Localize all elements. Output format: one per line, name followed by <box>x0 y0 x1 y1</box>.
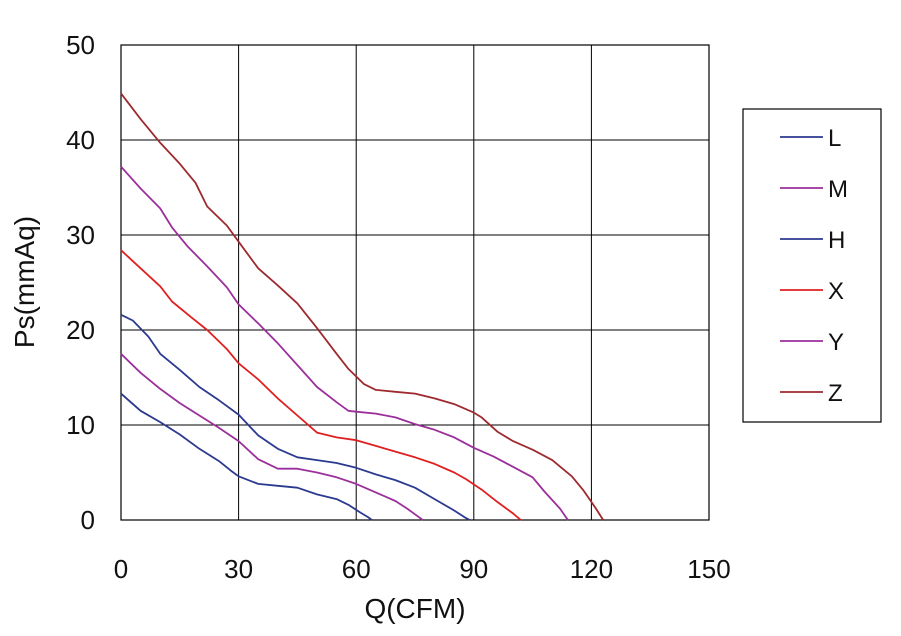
y-tick-label: 0 <box>81 505 95 535</box>
y-axis-title: Ps(mmAq) <box>9 216 40 348</box>
legend-label-M: M <box>828 176 848 203</box>
x-axis-title: Q(CFM) <box>364 593 465 624</box>
legend-label-H: H <box>828 227 845 254</box>
x-tick-labels: 0 30 60 90 120 150 <box>114 554 731 584</box>
y-tick-label: 30 <box>66 220 95 250</box>
y-tick-labels: 0 10 20 30 40 50 <box>66 30 95 535</box>
x-tick-label: 150 <box>687 554 730 584</box>
legend-box <box>742 108 882 423</box>
x-tick-label: 0 <box>114 554 128 584</box>
series-line-Y <box>120 165 569 521</box>
legend-label-Y: Y <box>828 329 844 356</box>
y-tick-label: 10 <box>66 410 95 440</box>
series-lines <box>120 92 604 521</box>
series-line-Z <box>120 92 604 521</box>
plot-area <box>120 44 710 521</box>
series-line-L <box>120 392 373 521</box>
series-line-X <box>120 249 522 521</box>
x-tick-label: 30 <box>224 554 253 584</box>
x-tick-label: 90 <box>459 554 488 584</box>
y-tick-label: 50 <box>66 30 95 60</box>
y-tick-label: 40 <box>66 125 95 155</box>
legend-label-L: L <box>828 125 841 152</box>
y-tick-label: 20 <box>66 315 95 345</box>
series-line-M <box>120 353 424 521</box>
legend-label-Z: Z <box>828 380 843 407</box>
legend-label-X: X <box>828 278 844 305</box>
x-tick-label: 120 <box>570 554 613 584</box>
x-tick-label: 60 <box>342 554 371 584</box>
series-line-H <box>120 313 471 521</box>
